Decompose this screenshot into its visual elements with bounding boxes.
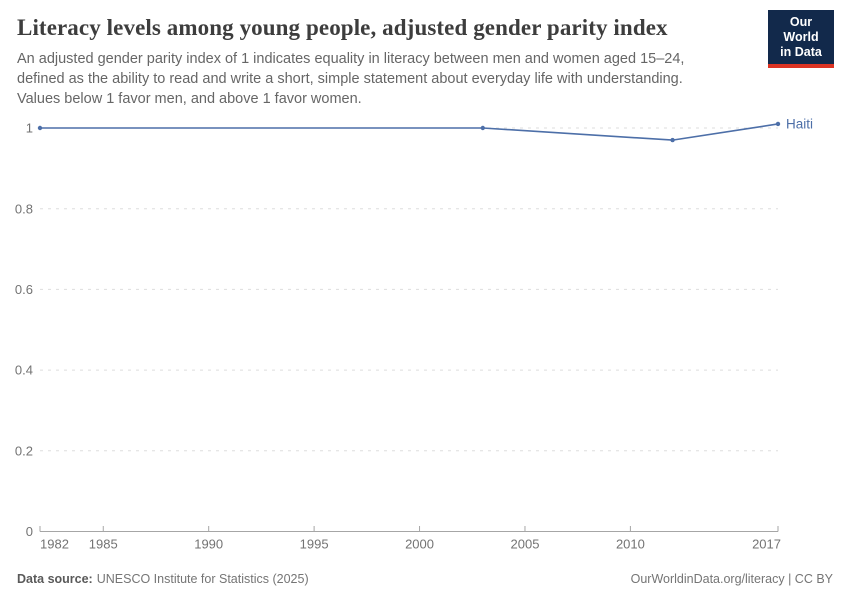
y-axis-tick-label: 0.6 <box>15 282 33 297</box>
y-axis-tick-label: 0.4 <box>15 363 33 378</box>
chart-title: Literacy levels among young people, adju… <box>17 15 668 40</box>
x-axis-tick-label: 2017 <box>752 537 781 552</box>
entity-label-haiti[interactable]: Haiti <box>786 116 813 131</box>
owid-logo-line2: in Data <box>780 45 822 59</box>
x-axis-tick-label: 1995 <box>300 537 329 552</box>
x-axis-tick-label: 1982 <box>40 537 69 552</box>
y-axis-tick-label: 0 <box>26 524 33 539</box>
x-axis-tick-label: 1985 <box>89 537 118 552</box>
chart-subtitle: An adjusted gender parity index of 1 ind… <box>17 50 685 107</box>
data-source-label: Data source: <box>17 572 93 586</box>
x-axis-tick-label: 2010 <box>616 537 645 552</box>
y-axis-tick-label: 0.8 <box>15 201 33 216</box>
x-axis-tick-label: 1990 <box>194 537 223 552</box>
data-point[interactable] <box>775 121 781 127</box>
data-line-haiti <box>39 123 779 141</box>
data-point[interactable] <box>480 125 485 131</box>
y-axis-tick-label: 0.2 <box>15 443 33 458</box>
data-point[interactable] <box>37 125 43 131</box>
y-axis-tick-label: 1 <box>26 121 33 136</box>
data-point[interactable] <box>670 137 675 143</box>
x-axis-tick-label: 2005 <box>511 537 540 552</box>
data-source-value: UNESCO Institute for Statistics (2025) <box>96 572 309 586</box>
chart-footer: Data source: UNESCO Institute for Statist… <box>17 572 833 586</box>
chart-header: Literacy levels among young people, adju… <box>17 14 757 109</box>
data-source: Data source: UNESCO Institute for Statist… <box>17 572 309 586</box>
credit-line: OurWorldinData.org/literacy | CC BY <box>630 572 833 586</box>
owid-logo-line1: Our World <box>783 15 819 44</box>
x-axis-tick-label: 2000 <box>405 537 434 552</box>
owid-logo: Our World in Data <box>768 10 834 68</box>
